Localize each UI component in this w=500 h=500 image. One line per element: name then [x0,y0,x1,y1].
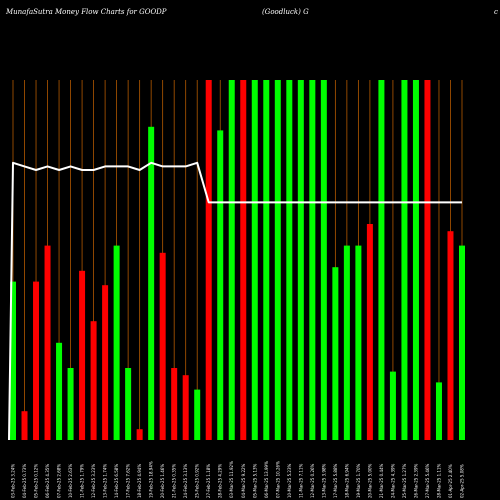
x-tick-label: 28-Feb-25 4.29% [218,464,223,498]
bar-up [67,368,74,440]
x-tick-label: 10-Feb-25 2.63% [68,464,73,498]
x-tick-label: 18-Feb-25 4.94% [137,464,142,498]
bar-up [10,281,16,440]
bar-up [297,80,304,440]
bar-down [240,80,247,440]
bar-up [194,389,201,440]
x-tick-label: 20-Feb-25 1.46% [160,464,165,498]
x-tick-label: 11-Feb-25 1.79% [80,464,85,498]
x-tick-label: 07-Feb-25 2.68% [57,464,62,498]
x-tick-label: 06-Mar-25 13.99% [264,461,269,498]
x-tick-label: 05-Mar-25 5.13% [252,463,257,498]
bar-up [459,245,465,440]
bar-down [171,368,178,440]
x-tick-label: 13-Feb-25 1.74% [103,464,108,498]
x-tick-label: 01-Apr-25 2.40% [448,464,453,498]
bar-down [33,281,40,440]
bar-up [435,382,442,440]
bar-up [355,245,362,440]
bar-down [424,80,431,440]
bar-down [102,285,109,440]
chart-title: MunafaSutra Money Flow Charts for GOODP [5,8,167,16]
bar-down [205,80,212,440]
x-tick-label: 24-Mar-25 4.39% [390,463,395,498]
bar-up [309,80,316,440]
bar-down [182,375,189,440]
x-tick-label: 19-Mar-25 1.70% [356,463,361,498]
x-tick-label: 28-Mar-25 1.11% [436,463,441,498]
x-tick-label: 03-Mar-25 11.92% [229,461,234,498]
bar-up [251,80,258,440]
x-tick-label: 02-Apr-25 5.08% [460,464,465,498]
money-flow-line [8,161,462,441]
bar-up [412,80,419,440]
x-tick-label: 11-Mar-25 7.11% [298,463,303,498]
x-tick-label: 03-Feb-25 3.24% [11,464,16,498]
x-tick-label: 17-Feb-25 7.62% [126,464,131,498]
bar-down [90,321,97,440]
x-tick-label: 26-Mar-25 2.39% [413,463,418,498]
x-tick-label: 12-Mar-25 0.26% [310,463,315,498]
bar-down [21,411,28,440]
bar-up [286,80,293,440]
x-tick-label: 12-Feb-25 3.23% [91,464,96,498]
x-tick-labels: 03-Feb-25 3.24% 04-Feb-25 0.73% 05-Feb-25 … [11,461,465,498]
x-tick-label: 06-Feb-25 4.35% [45,464,50,498]
bar-up [320,80,327,440]
bar-up [343,245,350,440]
x-tick-label: 14-Feb-25 6.58% [114,464,119,498]
bar-up [389,371,396,440]
bar-up [56,342,63,440]
x-tick-label: 10-Mar-25 5.23% [287,463,292,498]
x-tick-label: 27-Feb-25 1.18% [206,464,211,498]
bar-down [447,231,454,440]
corner-mark: c [494,8,498,16]
bar-up [113,245,120,440]
bar-up [401,80,408,440]
x-tick-label: 21-Mar-25 0.44% [379,463,384,498]
x-tick-label: 05-Feb-25 0.12% [34,464,39,498]
x-tick-label: 25-Mar-25 1.27% [402,463,407,498]
x-tick-label: 13-Mar-25 3.98% [321,463,326,498]
x-tick-label: 20-Mar-25 5.00% [367,463,372,498]
bar-up [274,80,281,440]
x-tick-label: 21-Feb-25 0.35% [172,464,177,498]
bar-up [332,267,339,440]
bar-down [366,224,373,440]
x-tick-label: 07-Mar-25 10.26% [275,461,280,498]
x-tick-label: 25-Feb-25 0.92% [195,464,200,498]
bar-up [217,130,224,440]
bar-down [159,252,166,440]
bar-up [228,80,235,440]
bar-up [148,126,155,441]
x-tick-label: 17-Mar-25 5.88% [333,463,338,498]
bar-up [263,80,270,440]
x-tick-label: 27-Mar-25 5.46% [425,463,430,498]
x-tick-label: 18-Mar-25 6.94% [344,463,349,498]
bars [10,80,465,441]
x-tick-label: 24-Feb-25 3.13% [183,464,188,498]
bar-up [125,368,132,440]
bar-down [136,429,143,440]
x-tick-label: 04-Feb-25 0.73% [22,464,27,498]
x-tick-label: 04-Mar-25 9.22% [241,463,246,498]
bar-up [378,80,385,440]
bar-down [44,245,51,440]
chart-subtitle: (Goodluck) G [262,8,309,16]
money-flow-line-group [8,161,462,441]
x-tick-label: 19-Feb-25 18.94% [149,461,154,498]
bar-down [79,270,86,440]
